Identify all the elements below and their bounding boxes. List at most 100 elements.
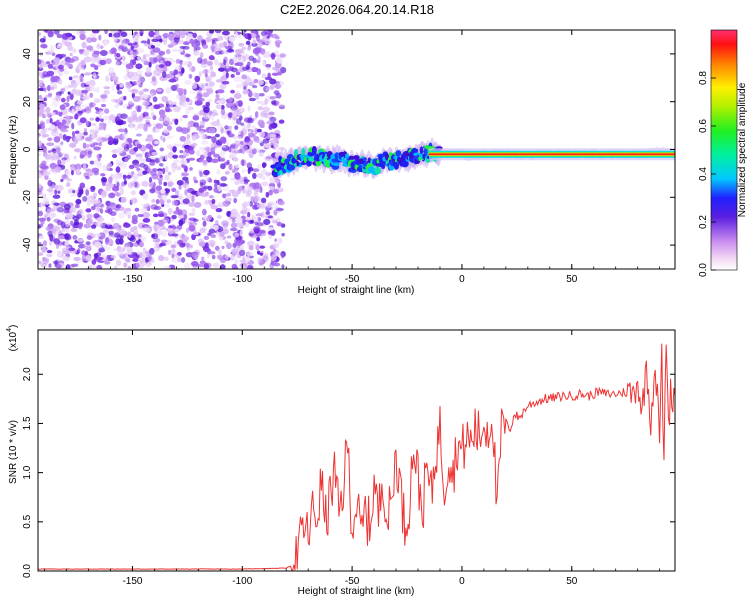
noise-blob xyxy=(42,146,48,153)
noise-blob xyxy=(127,231,132,239)
noise-blob xyxy=(64,41,73,47)
noise-blob xyxy=(71,122,75,130)
noise-blob xyxy=(151,38,159,43)
noise-blob xyxy=(136,56,141,61)
noise-blob xyxy=(251,148,257,155)
noise-blob xyxy=(131,71,139,77)
noise-blob xyxy=(268,200,275,205)
noise-blob xyxy=(94,130,99,134)
noise-blob xyxy=(176,87,184,93)
noise-blob xyxy=(171,48,179,52)
noise-blob xyxy=(41,202,46,208)
noise-blob xyxy=(68,189,72,194)
noise-blob xyxy=(179,59,184,65)
noise-blob xyxy=(222,30,230,36)
noise-blob xyxy=(142,212,151,219)
snr-y-scale-base: (x10 xyxy=(8,331,19,351)
noise-blob xyxy=(66,63,73,68)
noise-blob xyxy=(145,105,150,110)
noise-blob xyxy=(110,216,116,223)
noise-blob xyxy=(171,59,176,63)
noise-blob xyxy=(256,100,263,104)
noise-blob xyxy=(185,97,190,102)
noise-blob xyxy=(197,57,203,64)
noise-blob xyxy=(73,155,77,160)
noise-blob xyxy=(91,167,100,174)
noise-blob xyxy=(86,200,90,208)
noise-blob xyxy=(82,142,87,149)
noise-blob xyxy=(47,30,54,38)
noise-blob xyxy=(92,192,97,198)
colorbar-tick-label: 0.2 xyxy=(698,215,709,229)
noise-blob xyxy=(274,49,279,56)
noise-blob xyxy=(149,161,156,166)
noise-blob xyxy=(257,79,264,86)
noise-blob xyxy=(81,96,90,101)
noise-blob xyxy=(89,129,95,134)
noise-blob xyxy=(75,106,81,112)
noise-blob xyxy=(193,50,200,56)
noise-blob xyxy=(135,33,140,41)
noise-blob xyxy=(189,244,193,249)
noise-blob xyxy=(214,133,220,138)
noise-blob xyxy=(256,164,262,170)
noise-blob xyxy=(259,252,263,256)
noise-blob xyxy=(269,84,275,90)
noise-blob xyxy=(45,201,50,205)
noise-blob xyxy=(234,254,238,258)
noise-blob xyxy=(225,192,232,197)
x-tick-label: -50 xyxy=(345,576,360,587)
noise-blob xyxy=(64,242,70,246)
noise-blob xyxy=(131,189,136,195)
noise-blob xyxy=(281,232,285,237)
noise-blob xyxy=(143,227,151,233)
noise-blob xyxy=(270,100,278,105)
noise-blob xyxy=(131,88,139,94)
noise-blob xyxy=(150,92,154,99)
noise-blob xyxy=(171,233,179,237)
noise-blob xyxy=(185,107,190,115)
noise-blob xyxy=(42,133,50,138)
noise-blob xyxy=(160,200,165,204)
noise-blob xyxy=(262,255,269,262)
noise-blob xyxy=(103,86,111,90)
noise-blob xyxy=(49,125,56,130)
noise-blob xyxy=(191,135,197,141)
noise-blob xyxy=(201,69,206,75)
y-tick-label: -40 xyxy=(22,237,33,252)
noise-blob xyxy=(115,237,121,245)
noise-blob xyxy=(49,86,55,91)
noise-blob xyxy=(275,100,280,105)
noise-blob xyxy=(101,189,108,197)
noise-blob xyxy=(181,172,189,177)
noise-blob xyxy=(255,138,260,143)
noise-blob xyxy=(66,95,70,103)
noise-blob xyxy=(81,254,86,262)
x-tick-label: -150 xyxy=(122,274,142,285)
noise-blob xyxy=(219,136,227,143)
noise-blob xyxy=(126,174,132,179)
signal-blob xyxy=(345,153,349,159)
noise-blob xyxy=(136,250,141,255)
x-tick-label: -50 xyxy=(345,274,360,285)
noise-blob xyxy=(86,235,93,240)
noise-blob xyxy=(146,151,152,158)
noise-blob xyxy=(216,254,224,260)
noise-blob xyxy=(104,260,111,265)
noise-blob xyxy=(220,108,226,116)
noise-blob xyxy=(47,180,53,187)
noise-blob xyxy=(61,87,66,92)
noise-blob xyxy=(189,90,197,94)
noise-blob xyxy=(75,198,82,205)
noise-blob xyxy=(122,174,127,178)
noise-blob xyxy=(89,117,95,121)
noise-blob xyxy=(68,45,73,52)
noise-blob xyxy=(55,264,62,269)
noise-blob xyxy=(79,117,87,124)
noise-blob xyxy=(76,78,81,86)
noise-blob xyxy=(212,262,220,268)
noise-blob xyxy=(113,32,121,38)
noise-blob xyxy=(256,222,264,227)
noise-blob xyxy=(122,136,128,143)
noise-blob xyxy=(86,37,93,43)
